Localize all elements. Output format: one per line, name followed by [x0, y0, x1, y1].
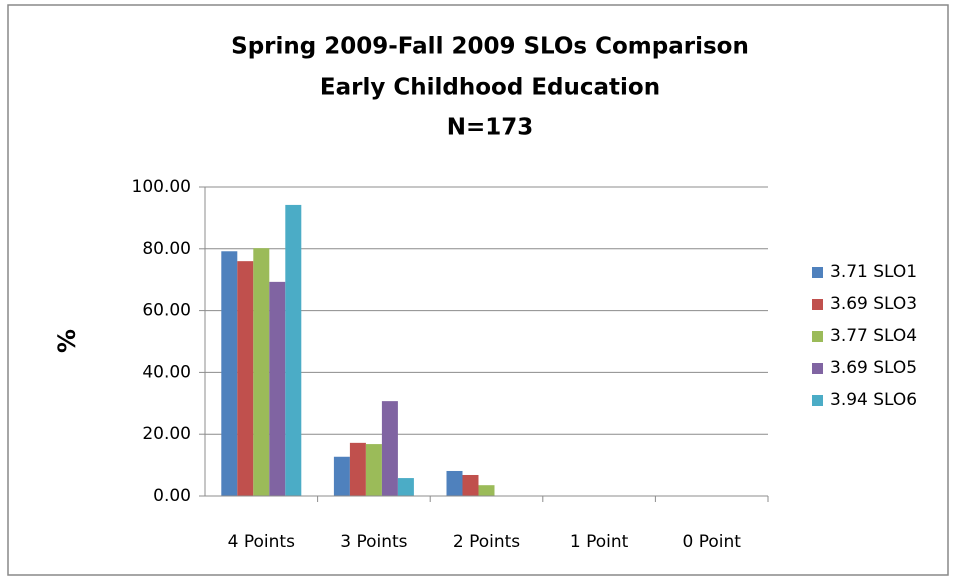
y-tick-label: 60.00 — [142, 301, 191, 321]
legend-swatch — [812, 363, 823, 374]
bar — [253, 248, 270, 496]
x-tick-label: 4 Points — [228, 532, 295, 552]
y-tick-label: 40.00 — [142, 362, 191, 382]
x-tick-label: 2 Points — [453, 532, 520, 552]
y-tick-label: 100.00 — [132, 177, 191, 197]
x-tick-label: 3 Points — [340, 532, 407, 552]
legend-label: 3.77 SLO4 — [830, 326, 917, 346]
bar — [237, 261, 254, 496]
bar — [285, 204, 302, 496]
bar — [365, 444, 382, 496]
legend-swatch — [812, 331, 823, 342]
chart-title: Spring 2009-Fall 2009 SLOs Comparison — [231, 34, 749, 60]
bar — [381, 401, 398, 496]
bar — [269, 281, 286, 496]
chart-title: Early Childhood Education — [320, 75, 660, 101]
bar — [446, 470, 463, 496]
legend-label: 3.71 SLO1 — [830, 262, 917, 282]
bar — [397, 478, 414, 496]
bar — [221, 251, 238, 496]
legend-label: 3.94 SLO6 — [830, 390, 917, 410]
legend-swatch — [812, 395, 823, 406]
x-tick-label: 1 Point — [570, 532, 629, 552]
y-tick-label: 20.00 — [142, 424, 191, 444]
bar — [333, 456, 350, 496]
y-axis-label: % — [53, 329, 81, 353]
bar — [462, 474, 479, 496]
legend-swatch — [812, 299, 823, 310]
y-tick-label: 0.00 — [153, 486, 191, 506]
chart-title: N=173 — [447, 115, 534, 141]
bar — [349, 442, 366, 496]
bar — [478, 485, 495, 496]
legend-label: 3.69 SLO3 — [830, 294, 917, 314]
legend-swatch — [812, 267, 823, 278]
y-tick-label: 80.00 — [142, 239, 191, 259]
x-tick-label: 0 Point — [682, 532, 741, 552]
legend-label: 3.69 SLO5 — [830, 358, 917, 378]
